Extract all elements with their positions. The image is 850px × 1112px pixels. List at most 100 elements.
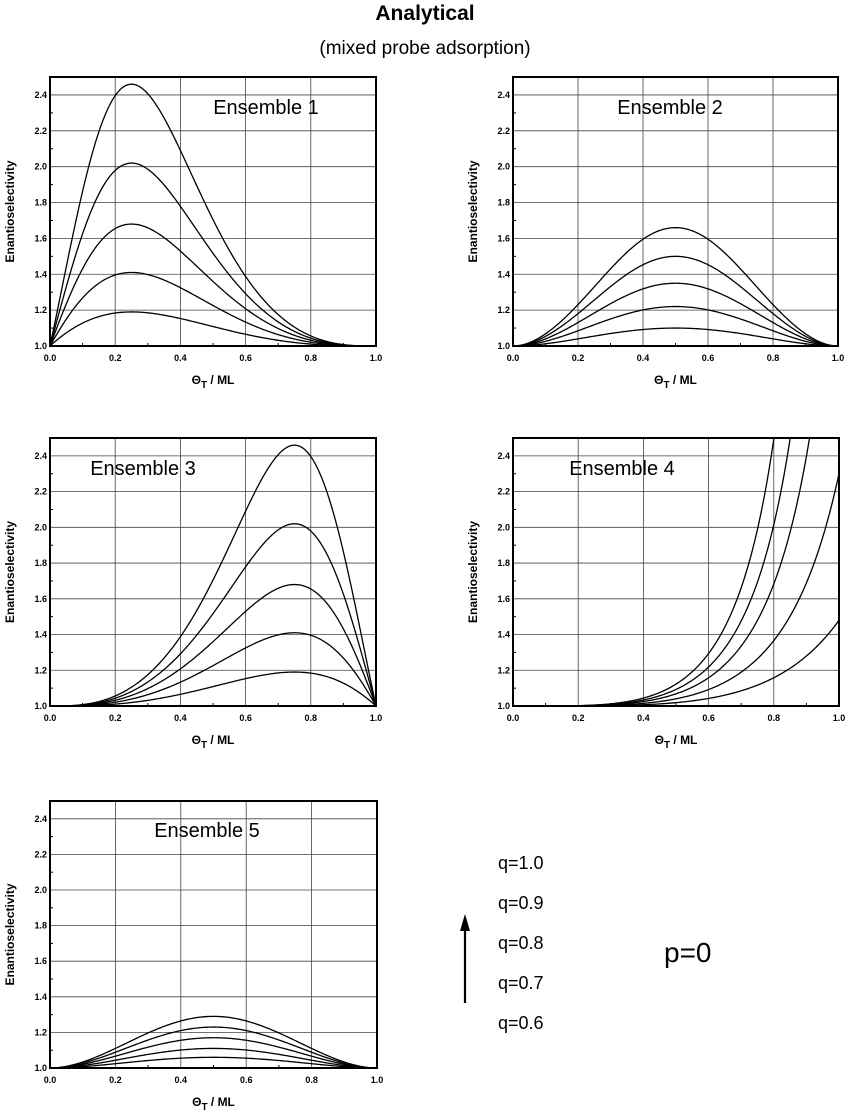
x-tick-label: 0.0 [44,353,57,363]
legend-q-label: q=0.8 [498,933,544,953]
y-tick-label: 2.0 [497,162,510,172]
series-line-q=0.6 [513,327,838,346]
y-tick-label: 1.8 [34,921,47,931]
x-tick-label: 0.4 [174,713,187,723]
y-tick-label: 1.6 [497,594,510,604]
series-line-q=0.9 [50,162,376,346]
y-tick-label: 2.4 [34,814,47,824]
series-line-q=0.7 [50,632,376,706]
legend-q-label: q=0.9 [498,893,544,913]
x-axis-label: ΘT / ML [192,1095,235,1112]
y-tick-label: 2.2 [34,487,47,497]
series-line-q=0.8 [513,282,838,346]
chart-panel: 0.0 0.2 0.4 0.6 0.8 1.0 1.0 1.2 1.4 1.6 1.8 2.0 2.2 2… [3,800,384,1112]
x-tick-label: 0.4 [637,713,650,723]
chart-title: Ensemble 2 [617,97,723,119]
chart-panel: 0.0 0.2 0.4 0.6 0.8 1.0 1.0 1.2 1.4 1.6 1.8 2.0 2.2 2… [466,437,845,751]
y-tick-label: 1.4 [34,630,47,640]
legend: q=1.0 q=0.9 q=0.8 q=0.7 q=0.6 p=0 [460,853,712,1033]
series-line-q=0.8 [513,438,811,706]
y-tick-label: 2.2 [497,487,510,497]
x-tick-label: 1.0 [370,353,383,363]
series-line-q=0.7 [50,271,376,346]
chart-title: Ensemble 3 [90,458,196,480]
series-line-q=0.7 [513,305,838,346]
legend-p-label: p=0 [664,937,712,968]
x-tick-label: 0.6 [240,1075,253,1085]
x-axis-label: ΘT / ML [655,733,698,751]
series-line-q=0.8 [50,1037,377,1068]
x-tick-label: 0.6 [702,353,715,363]
x-tick-label: 0.0 [44,713,57,723]
y-tick-label: 1.4 [497,630,510,640]
y-axis-label: Enantioselectivity [3,160,17,262]
y-tick-label: 2.0 [497,522,510,532]
x-tick-label: 1.0 [832,353,845,363]
y-tick-label: 1.2 [34,1027,47,1037]
x-tick-label: 1.0 [371,1075,384,1085]
x-tick-label: 0.4 [174,353,187,363]
x-tick-label: 0.8 [305,713,318,723]
series-line-q=0.7 [513,473,839,706]
x-tick-label: 0.0 [507,713,520,723]
y-tick-label: 1.6 [34,956,47,966]
plot-frame [49,800,378,1069]
y-tick-label: 1.6 [34,594,47,604]
plot-frame [49,76,377,347]
arrow-up-icon [460,914,470,1003]
legend-q-label: q=0.6 [498,1013,544,1033]
x-tick-label: 0.0 [44,1075,57,1085]
y-tick-label: 2.4 [34,90,47,100]
y-tick-label: 1.0 [497,701,510,711]
series-line-q=1.0 [513,438,775,706]
series-line-q=0.6 [50,1056,377,1068]
y-tick-label: 2.0 [34,522,47,532]
chart-panel: 0.0 0.2 0.4 0.6 0.8 1.0 1.0 1.2 1.4 1.6 1.8 2.0 2.2 2… [466,76,845,391]
x-tick-label: 0.8 [305,353,318,363]
y-tick-label: 2.2 [34,126,47,136]
x-tick-label: 0.8 [305,1075,318,1085]
series-line-q=0.8 [50,583,376,706]
series-line-q=0.9 [513,438,791,706]
y-tick-label: 1.8 [497,558,510,568]
x-axis-label: ΘT / ML [192,733,235,751]
x-tick-label: 0.4 [175,1075,188,1085]
y-tick-label: 2.4 [497,451,510,461]
x-tick-label: 0.6 [702,713,715,723]
plot-frame [49,437,377,707]
y-tick-label: 1.4 [34,269,47,279]
y-tick-label: 1.2 [34,665,47,675]
y-tick-label: 1.2 [497,305,510,315]
figure-title: Analytical [375,2,474,25]
y-tick-label: 1.0 [497,341,510,351]
series-line-q=0.6 [513,619,839,706]
series-group [513,226,838,346]
series-line-q=1.0 [50,83,376,346]
y-axis-label: Enantioselectivity [466,521,480,623]
y-tick-label: 1.2 [34,305,47,315]
plot-frame [512,76,839,347]
y-tick-label: 1.0 [34,341,47,351]
y-axis-label: Enantioselectivity [3,883,17,985]
y-tick-label: 1.8 [497,198,510,208]
series-line-q=1.0 [513,226,838,346]
chart-title: Ensemble 5 [154,820,260,842]
series-line-q=0.9 [50,523,376,706]
legend-q-label: q=1.0 [498,853,544,873]
series-group [513,438,839,706]
x-tick-label: 0.2 [572,353,585,363]
y-tick-label: 1.8 [34,558,47,568]
chart-title: Ensemble 1 [213,97,319,119]
y-tick-label: 1.2 [497,665,510,675]
x-tick-label: 0.8 [768,713,781,723]
y-tick-label: 2.0 [34,885,47,895]
y-tick-label: 1.4 [34,992,47,1002]
series-group [50,444,376,706]
plot-frame [512,437,840,707]
series-line-q=0.9 [50,1026,377,1068]
series-line-q=1.0 [50,1015,377,1068]
y-axis-label: Enantioselectivity [3,521,17,623]
y-tick-label: 1.0 [34,701,47,711]
x-tick-label: 0.8 [767,353,780,363]
chart-panel: 0.0 0.2 0.4 0.6 0.8 1.0 1.0 1.2 1.4 1.6 1.8 2.0 2.2 2… [3,437,382,751]
